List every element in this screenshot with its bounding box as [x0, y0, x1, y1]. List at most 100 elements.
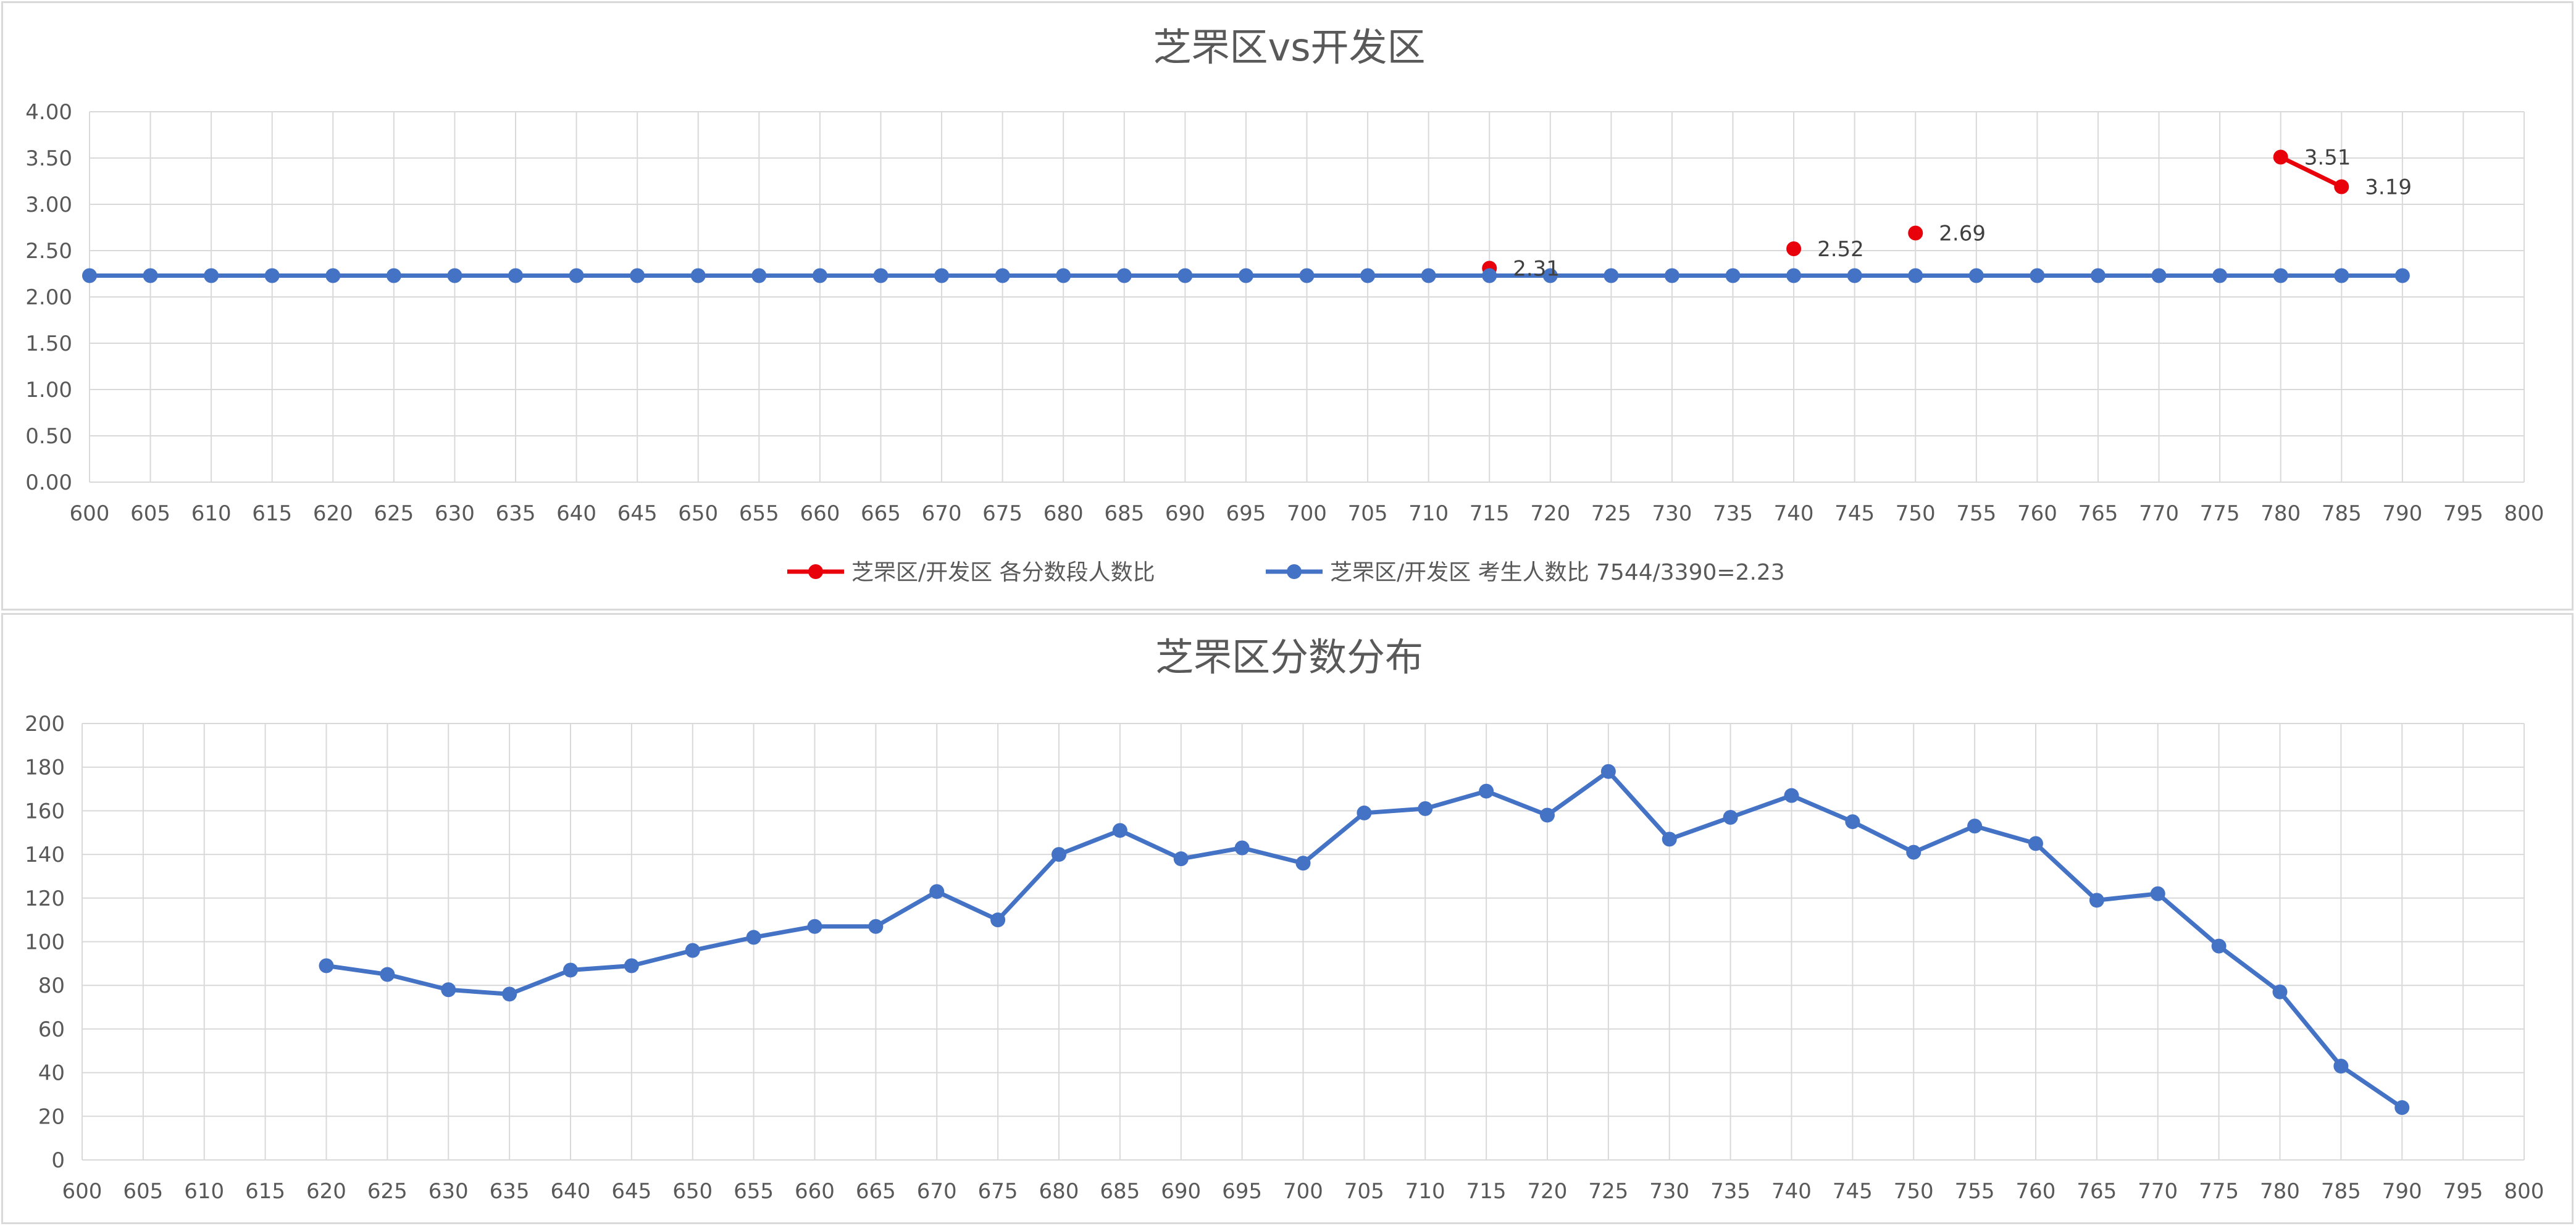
y-tick-label: 60: [38, 1017, 65, 1042]
x-tick-label: 700: [1287, 501, 1327, 526]
data-point: [569, 268, 584, 283]
data-point: [2151, 268, 2167, 283]
x-tick-label: 675: [982, 501, 1022, 526]
data-point: [934, 268, 950, 283]
data-point: [2150, 886, 2165, 901]
data-point: [1479, 783, 1494, 799]
data-point: [2333, 1058, 2349, 1074]
legend-label-total-ratio: 芝罘区/开发区 考生人数比 7544/3390=2.23: [1330, 560, 1785, 585]
x-tick-label: 740: [1774, 501, 1814, 526]
y-tick-label: 3.50: [25, 146, 72, 171]
x-tick-label: 660: [800, 501, 840, 526]
data-label: 3.51: [2304, 146, 2351, 170]
x-tick-label: 780: [2260, 501, 2301, 526]
x-tick-label: 750: [1894, 1179, 1934, 1204]
x-tick-label: 745: [1833, 1179, 1873, 1204]
x-tick-label: 700: [1283, 1179, 1323, 1204]
data-point: [1173, 851, 1189, 867]
y-tick-label: 3.00: [25, 193, 72, 217]
y-tick-label: 40: [38, 1061, 65, 1086]
x-tick-label: 710: [1408, 501, 1449, 526]
x-tick-label: 690: [1165, 501, 1205, 526]
data-point: [1542, 268, 1558, 283]
data-point: [447, 268, 462, 283]
x-tick-label: 645: [617, 501, 658, 526]
ratio-chart-panel: 芝罘区vs开发区 0.00 0.50 1.00 1.50 2.00 2.50 3.00 3.5…: [1, 1, 2574, 611]
data-point: [1908, 225, 1923, 241]
data-point: [2273, 149, 2288, 165]
data-point: [1482, 268, 1497, 283]
data-label: 2.31: [1513, 257, 1560, 281]
x-tick-label: 765: [2078, 501, 2118, 526]
chart-title: 芝罘区分数分布: [1155, 635, 1423, 680]
x-tick-label: 730: [1649, 1179, 1689, 1204]
data-point: [2394, 268, 2410, 283]
x-tick-label: 750: [1896, 501, 1936, 526]
x-tick-label: 615: [252, 501, 292, 526]
x-tick-label: 620: [313, 501, 353, 526]
data-point: [508, 268, 524, 283]
x-tick-label: 670: [922, 501, 962, 526]
x-tick-label: 710: [1405, 1179, 1445, 1204]
data-point: [751, 268, 767, 283]
data-point: [1967, 819, 1983, 834]
data-point: [1725, 268, 1741, 283]
data-point: [624, 958, 639, 974]
data-point: [82, 268, 97, 283]
x-tick-label: 690: [1161, 1179, 1201, 1204]
data-point: [1908, 268, 1923, 283]
data-point: [563, 962, 578, 978]
x-tick-label: 635: [490, 1179, 530, 1204]
x-tick-label: 610: [191, 501, 232, 526]
data-point: [1845, 814, 1860, 830]
data-point: [873, 268, 889, 283]
y-tick-label: 160: [25, 799, 65, 824]
x-tick-label: 600: [70, 501, 110, 526]
x-tick-label: 620: [306, 1179, 346, 1204]
data-point: [1234, 840, 1250, 856]
x-tick-label: 625: [367, 1179, 408, 1204]
x-tick-label: 730: [1652, 501, 1692, 526]
data-point: [807, 919, 822, 934]
distribution-chart: 芝罘区分数分布 0 20 40 60 80 100 120 140 160 180 200 600 6…: [25, 635, 2545, 1204]
data-point: [1418, 801, 1433, 816]
x-tick-label: 685: [1104, 501, 1144, 526]
x-tick-label: 755: [1955, 1179, 1995, 1204]
data-point: [929, 884, 945, 899]
data-point: [1784, 788, 1799, 803]
x-tick-label: 720: [1530, 501, 1570, 526]
x-tick-label: 760: [2016, 1179, 2056, 1204]
data-point: [868, 919, 884, 934]
data-point: [325, 268, 341, 283]
data-point: [2211, 938, 2227, 954]
distribution-chart-panel: 芝罘区分数分布 0 20 40 60 80 100 120 140 160 180 200 600 6…: [1, 613, 2574, 1224]
data-point: [386, 268, 401, 283]
y-tick-label: 100: [25, 930, 65, 955]
legend-marker-total-ratio: [1287, 564, 1302, 579]
data-point: [1177, 268, 1193, 283]
data-label: 2.52: [1817, 237, 1864, 262]
x-tick-label: 800: [2504, 1179, 2545, 1204]
data-point: [1299, 268, 1315, 283]
x-tick-label: 600: [62, 1179, 102, 1204]
data-point: [2030, 268, 2045, 283]
x-tick-label: 685: [1100, 1179, 1140, 1204]
x-tick-label: 740: [1771, 1179, 1812, 1204]
y-tick-label: 4.00: [25, 100, 72, 125]
y-tick-label: 200: [25, 712, 65, 736]
x-tick-label: 625: [374, 501, 414, 526]
data-point: [1968, 268, 1984, 283]
data-point: [143, 268, 158, 283]
data-point: [630, 268, 645, 283]
data-label: 3.19: [2365, 175, 2412, 200]
data-point: [1052, 847, 1066, 862]
data-point: [1662, 832, 1677, 847]
x-tick-label: 630: [429, 1179, 469, 1204]
data-point: [1540, 807, 1555, 823]
x-tick-label: 615: [245, 1179, 285, 1204]
legend-label-ratio-by-score: 芝罘区/开发区 各分数段人数比: [851, 560, 1155, 585]
x-tick-label: 605: [123, 1179, 163, 1204]
data-point: [2272, 984, 2288, 999]
x-tick-label: 725: [1588, 1179, 1628, 1204]
data-point: [2273, 268, 2288, 283]
